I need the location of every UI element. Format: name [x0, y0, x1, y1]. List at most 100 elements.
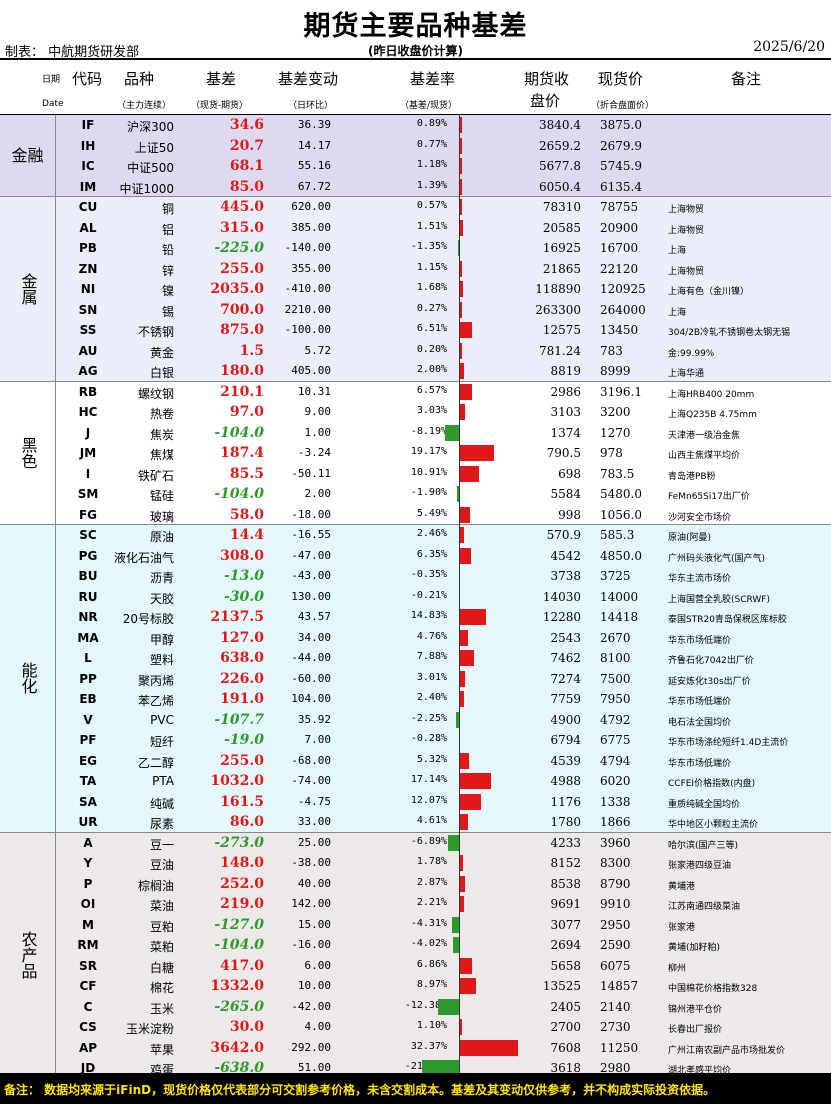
note-cell: 上海 — [668, 246, 687, 256]
code-cell: PF — [79, 733, 97, 747]
rate-cell: 2.40% — [416, 692, 447, 703]
change-cell: -42.00 — [291, 999, 331, 1013]
basis-cell: -273.0 — [214, 834, 264, 851]
rate-bar — [437, 998, 460, 1015]
change-cell: 130.00 — [291, 589, 331, 603]
basis-cell: 3642.0 — [210, 1039, 264, 1056]
note-cell: 金:99.99% — [668, 348, 715, 359]
code-cell: NR — [78, 610, 98, 624]
table-row: RU 天胶 -30.0 130.00 -0.21% 14030 14000 上海国营全乳胶(S… — [0, 587, 831, 608]
rate-cell: 7.88% — [416, 651, 447, 662]
futures-price-cell: 3738 — [550, 569, 581, 583]
futures-price-cell: 3840.4 — [539, 118, 581, 132]
rate-cell: -0.21% — [410, 589, 447, 601]
name-cell: 铁矿石 — [137, 468, 174, 483]
spot-price-cell: 14000 — [600, 589, 639, 604]
spot-price-cell: 978 — [600, 446, 623, 460]
table-row: FG 玻璃 58.0 -18.00 5.49% 998 1056.0 沙河安全市场价 — [0, 505, 831, 526]
header-futures-2: 盘价 — [530, 92, 561, 110]
note-cell: 天津港一级冶金焦 — [668, 430, 741, 441]
basis-cell: 30.0 — [229, 1019, 264, 1035]
table-row: C 玉米 -265.0 -42.00 -12.38% 2405 2140 锦州港平仓价 — [0, 997, 831, 1018]
rate-cell: 5.49% — [416, 507, 447, 519]
futures-price-cell: 3618 — [550, 1061, 581, 1075]
spot-price-cell: 2950 — [600, 917, 631, 932]
spot-price-cell: 22120 — [600, 261, 639, 276]
rate-cell: 2.00% — [416, 364, 447, 375]
rate-bar — [460, 199, 462, 215]
rate-cell: 4.76% — [416, 630, 447, 642]
note-cell: 广州码头液化气(国产气) — [668, 553, 766, 564]
futures-price-cell: 12575 — [542, 323, 581, 337]
name-cell: 白银 — [149, 366, 174, 380]
change-cell: 15.00 — [297, 917, 331, 931]
code-cell: I — [85, 466, 91, 481]
header-name-sub: （主力连续） — [117, 101, 172, 111]
futures-price-cell: 1374 — [550, 425, 581, 440]
note-cell: 电石法全国均价 — [668, 717, 732, 728]
name-cell: 铝 — [161, 222, 174, 237]
note-cell: 华东市场低端价 — [668, 758, 732, 769]
note-cell: 山西主焦煤平均价 — [668, 451, 741, 461]
note-cell: 华东市场低端价 — [668, 635, 732, 646]
rate-bar — [460, 896, 464, 912]
change-cell: 67.72 — [297, 179, 331, 193]
rate-bar — [460, 465, 480, 482]
name-cell: 玉米 — [149, 1001, 174, 1016]
note-cell: 柳州 — [668, 963, 687, 974]
rate-cell: 4.61% — [416, 815, 447, 826]
basis-cell: 187.4 — [220, 445, 264, 461]
rate-bar — [457, 240, 460, 256]
change-cell: -410.00 — [284, 282, 331, 295]
table-row: V PVC -107.7 35.92 -2.25% 4900 4792 电石法全国均价 — [0, 710, 831, 731]
rate-cell: 2.46% — [416, 528, 447, 539]
spot-price-cell: 2730 — [600, 1020, 631, 1034]
group-agri: 农产品 A 豆一 -273.0 25.00 -6.89% 4233 3960 哈尔滨(国产三等)… — [0, 832, 831, 1079]
table-row: SR 白糖 417.0 6.00 6.86% 5658 6075 柳州 — [0, 956, 831, 977]
code-cell: RU — [78, 589, 98, 604]
rate-cell: 6.35% — [416, 548, 447, 560]
code-cell: AP — [78, 1040, 98, 1055]
rate-bar — [452, 916, 460, 933]
futures-price-cell: 7608 — [550, 1040, 581, 1055]
header-spot-sub: （折合盘面价） — [591, 101, 655, 111]
table-row: SS 不锈钢 875.0 -100.00 6.51% 12575 13450 304/2B冷轧… — [0, 320, 831, 341]
rate-cell: 1.51% — [416, 220, 447, 232]
note-cell: 304/2B冷轧不锈钢卷太钢无锡 — [668, 328, 791, 338]
rate-bar — [460, 117, 462, 133]
basis-cell: 85.5 — [229, 465, 264, 482]
futures-price-cell: 781.24 — [539, 343, 581, 358]
header-date: 日期 — [42, 75, 61, 85]
futures-price-cell: 6050.4 — [539, 179, 581, 194]
basis-cell: 127.0 — [220, 629, 264, 646]
rate-cell: 1.39% — [416, 179, 447, 191]
note-cell: 上海 — [668, 307, 687, 318]
spot-price-cell: 6075 — [600, 958, 631, 973]
code-cell: SN — [78, 302, 98, 317]
futures-price-cell: 790.5 — [546, 446, 581, 460]
change-cell: 1.00 — [304, 425, 332, 439]
basis-cell: 1.5 — [239, 342, 264, 359]
futures-price-cell: 21865 — [542, 261, 581, 276]
change-cell: 33.00 — [297, 815, 331, 828]
table-row: NR 20号标胶 2137.5 43.57 14.83% 12280 14418 泰国STR2… — [0, 607, 831, 628]
spot-price-cell: 8100 — [600, 651, 631, 665]
futures-price-cell: 4900 — [550, 712, 581, 727]
change-cell: 4.00 — [304, 1020, 332, 1033]
change-cell: -3.24 — [297, 446, 331, 459]
spot-price-cell: 783 — [600, 343, 623, 358]
spot-price-cell: 6135.4 — [600, 179, 642, 194]
basis-cell: 85.0 — [229, 178, 264, 195]
table-header: 日期 Date 代码 品种 （主力连续） 基差 （现货-期货） 基差变动 （日环… — [0, 58, 831, 115]
rate-cell: 6.86% — [416, 958, 447, 970]
futures-price-cell: 2659.2 — [539, 138, 581, 153]
name-cell: 铅 — [161, 243, 174, 257]
name-cell: 原油 — [149, 530, 174, 544]
note-cell: 上海物贸 — [668, 266, 705, 277]
rate-cell: 1.68% — [416, 282, 447, 293]
rate-cell: 6.51% — [416, 323, 447, 334]
rate-cell: 0.27% — [416, 302, 447, 314]
name-cell: 热卷 — [149, 407, 174, 421]
rate-bar — [460, 1019, 462, 1035]
table-row: PF 短纤 -19.0 7.00 -0.28% 6794 6775 华东市场涤纶短纤1.4D主… — [0, 730, 831, 751]
